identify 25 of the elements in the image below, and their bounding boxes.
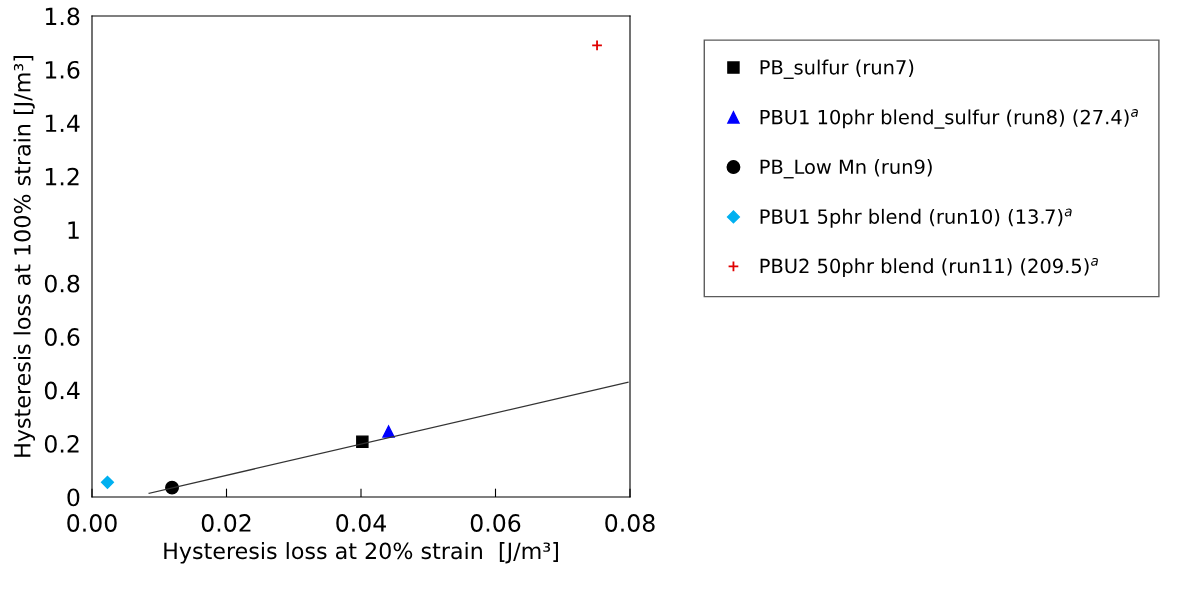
legend-label: PB_Low Mn (run9) [760, 159, 932, 179]
point [591, 39, 603, 52]
y-tick-label: 0 [67, 488, 80, 507]
x-tick-label: 0.02 [201, 514, 251, 532]
y-tick-label: 1.2 [45, 167, 79, 186]
y-tick-label: 1 [68, 221, 79, 239]
y-tick-label: 0.2 [44, 435, 79, 453]
point [100, 475, 115, 489]
x-tick-label: 0.04 [336, 514, 386, 532]
y-tick-label: 1.4 [45, 114, 80, 132]
x-tick-label: 0.00 [67, 514, 117, 532]
x-tick-label: 0.08 [605, 514, 655, 532]
legend-label: PBU1 10phr blend_sulfur (run8) (27.4)$^{a}$ [760, 109, 1138, 129]
y-tick-label: 0.8 [44, 274, 80, 293]
point [382, 425, 395, 438]
x-axis-title: Hysteresis loss at 20% strain [J/m³] [164, 542, 558, 564]
legend-label: PBU1 5phr blend (run10) (13.7)$^{a}$ [760, 208, 1072, 228]
x-tick-label: 0.06 [470, 514, 521, 532]
legend-label: PB_sulfur (run7) [760, 59, 914, 79]
y-tick-label: 0.4 [44, 381, 80, 400]
legend-label: PBU2 50phr blend (run11) (209.5)$^{a}$ [760, 257, 1098, 278]
y-tick-label: 1.6 [45, 60, 80, 79]
y-tick-label: 1.8 [45, 7, 80, 26]
y-axis-title: Hysteresis loss at 100% strain [J/m³] [13, 56, 36, 457]
y-tick-label: 0.6 [44, 328, 80, 346]
